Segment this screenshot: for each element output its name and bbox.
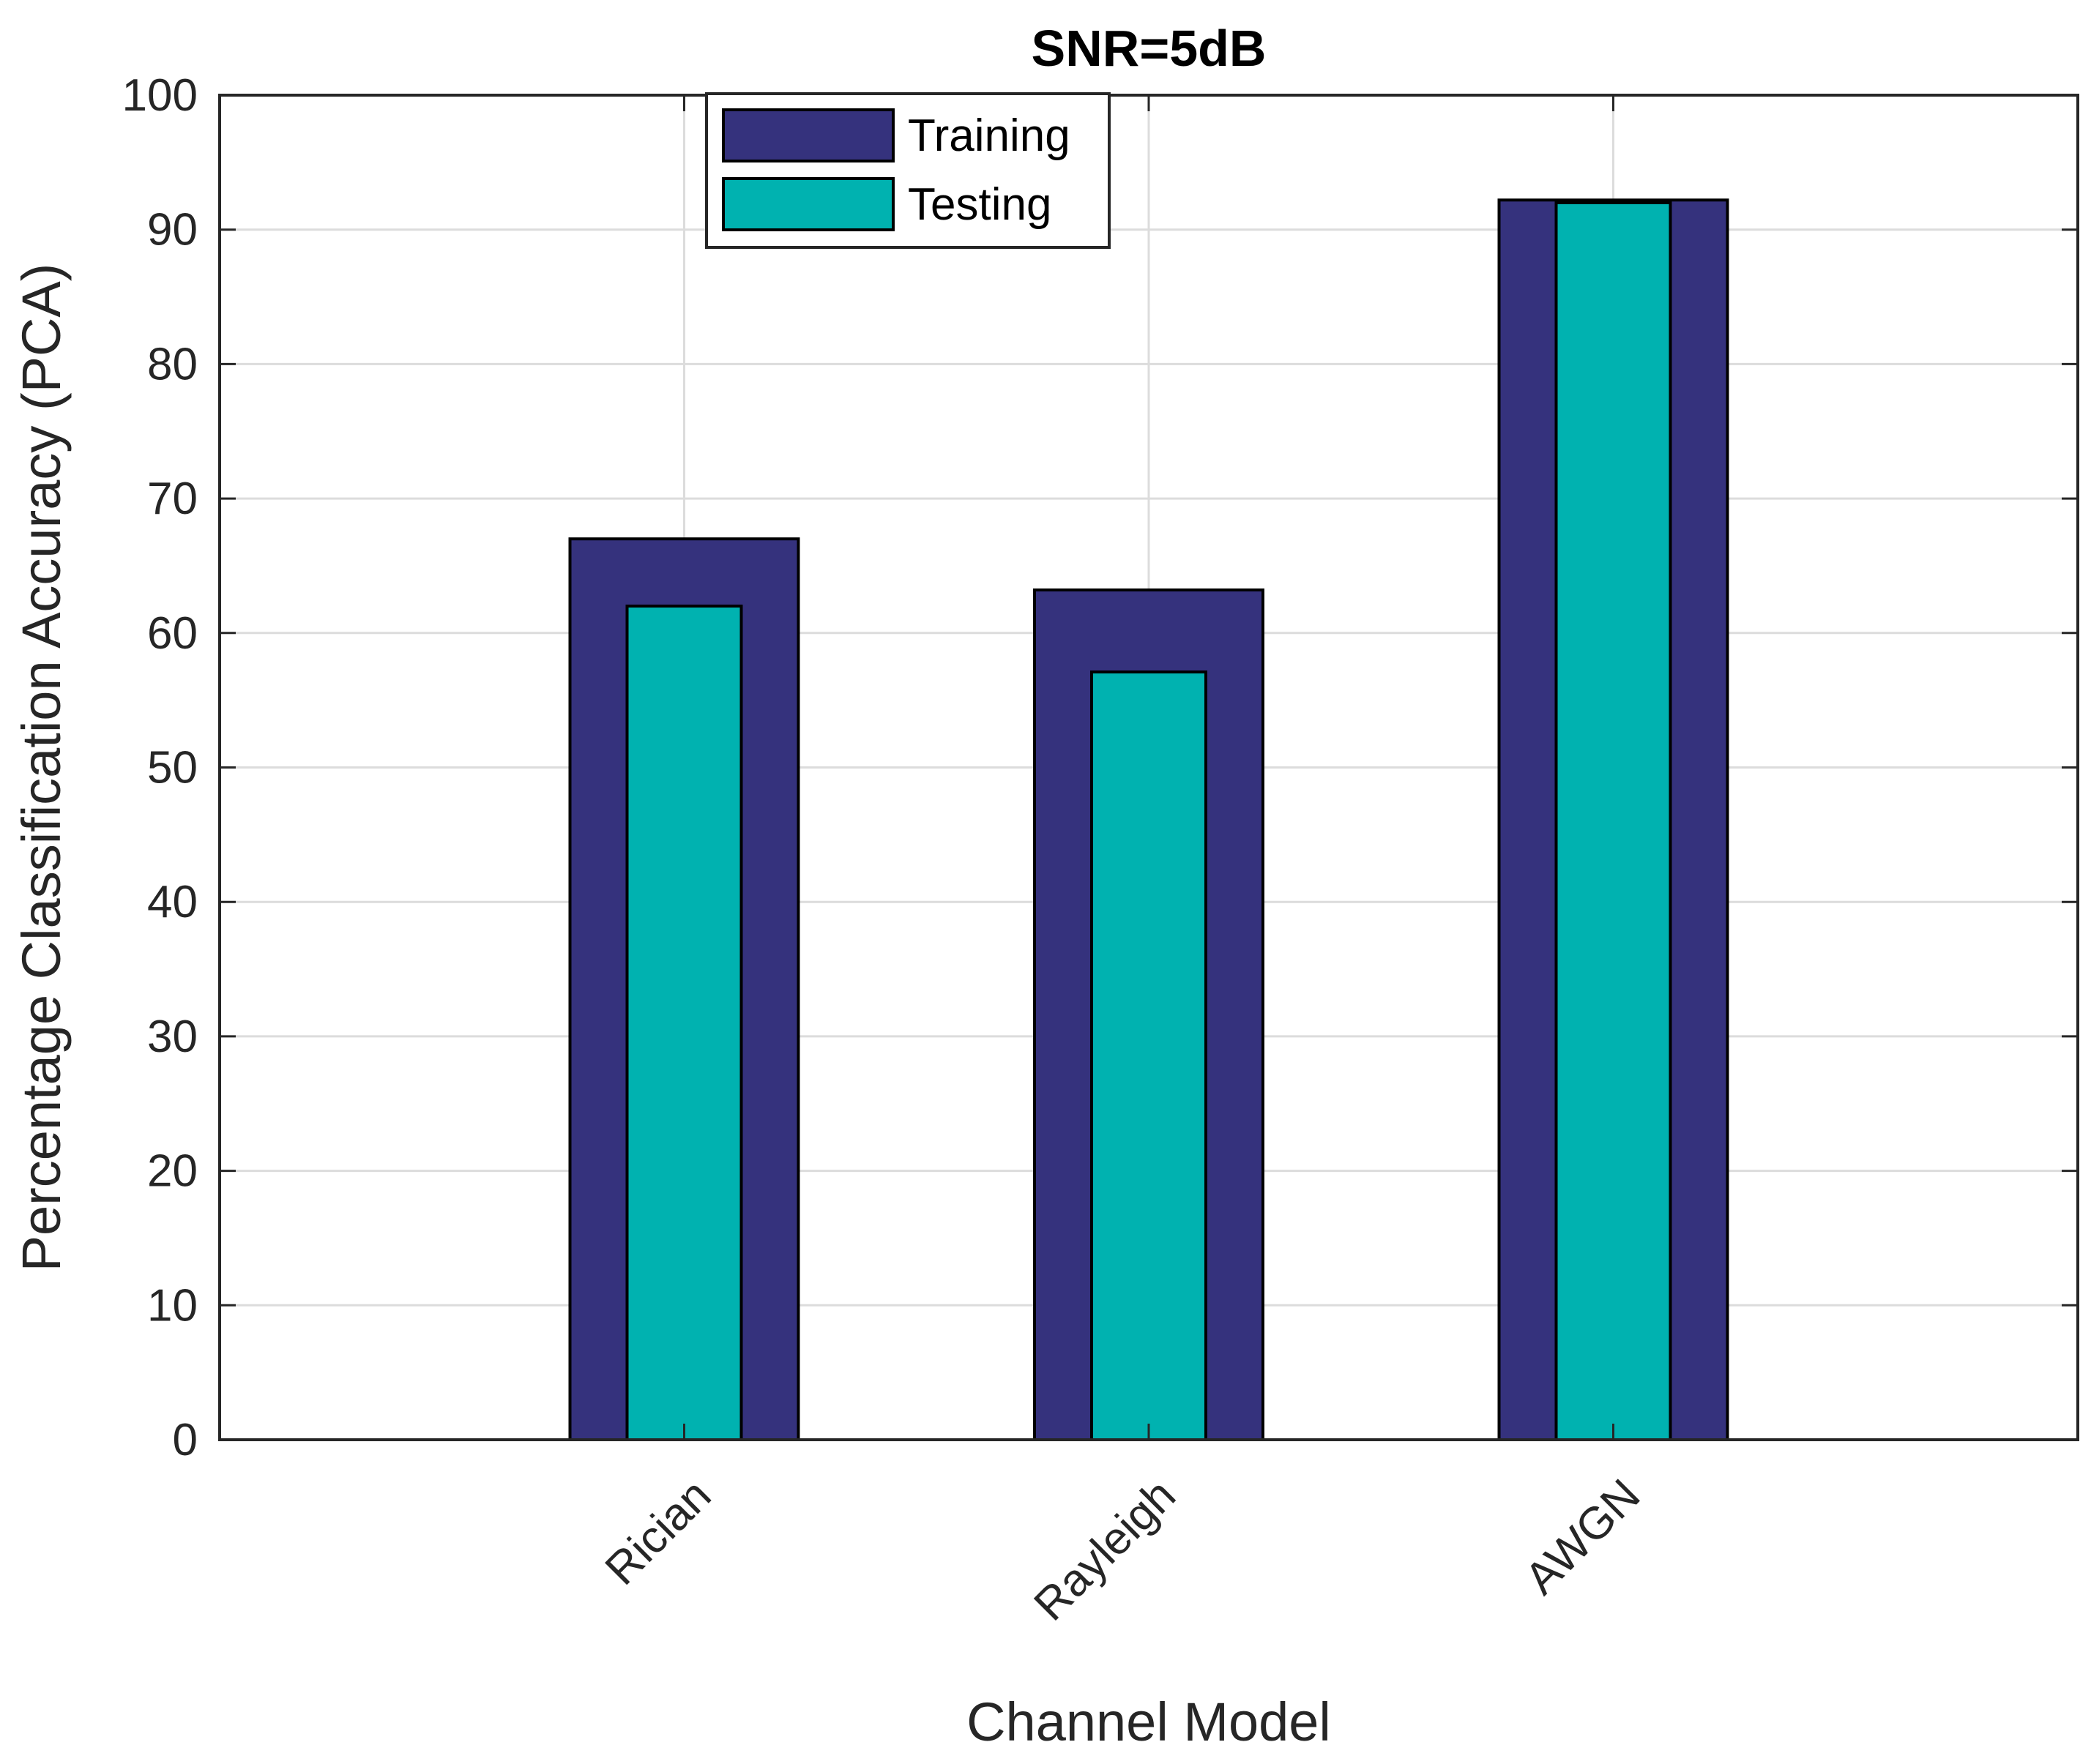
y-tick-label: 10	[147, 1280, 198, 1331]
bar-testing-awgn	[1554, 201, 1672, 1442]
y-tick-label: 70	[147, 474, 198, 524]
bar-testing-rayleigh	[1090, 670, 1207, 1441]
y-tick-label: 100	[122, 70, 198, 121]
x-axis-label: Channel Model	[966, 1692, 1331, 1752]
legend-label-training: Training	[908, 111, 1070, 161]
y-tick-label: 60	[147, 608, 198, 659]
legend: Training Testing	[705, 92, 1111, 249]
y-tick-label: 40	[147, 877, 198, 927]
legend-label-testing: Testing	[908, 179, 1051, 230]
y-tick-label: 50	[147, 743, 198, 793]
y-tick-label: 20	[147, 1146, 198, 1197]
bar-testing-rician	[625, 605, 743, 1441]
y-tick-label: 30	[147, 1012, 198, 1062]
y-tick-label: 0	[173, 1415, 198, 1465]
chart-title: SNR=5dB	[1032, 20, 1267, 77]
legend-swatch-training	[722, 108, 895, 162]
y-tick-label: 80	[147, 339, 198, 389]
y-tick-label: 90	[147, 205, 198, 255]
legend-swatch-testing	[722, 177, 895, 231]
bars	[568, 198, 1729, 1442]
y-axis-label: Percentage Classification Accuracy (PCA)	[11, 264, 72, 1272]
